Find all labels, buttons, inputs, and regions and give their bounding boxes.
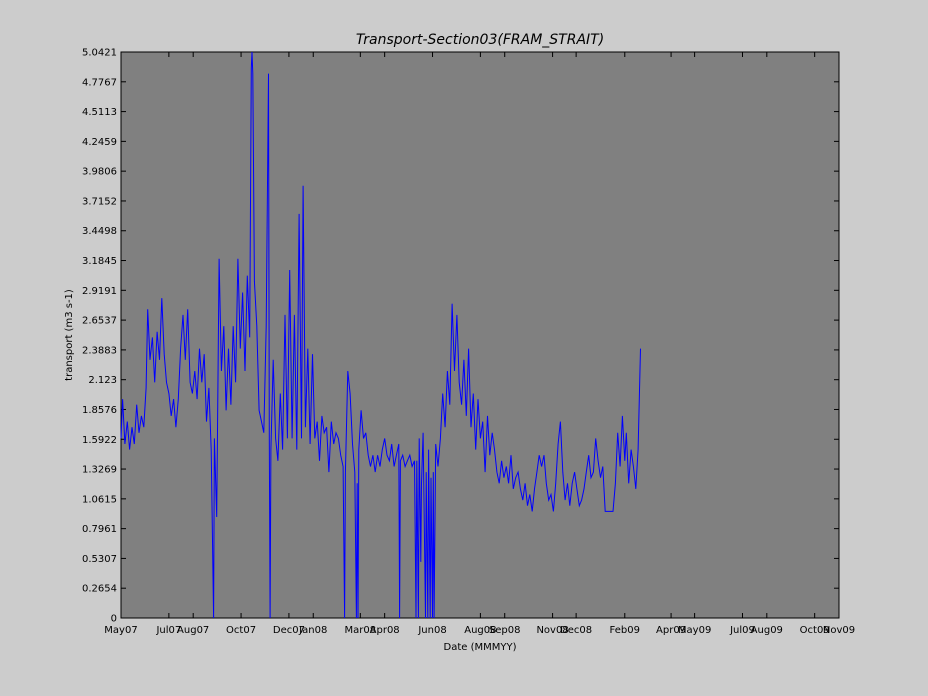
- y-tick-label: 0: [111, 614, 117, 625]
- x-tick-label: Jan08: [298, 625, 327, 636]
- x-tick-label: May09: [678, 625, 711, 636]
- y-tick-label: 2.3883: [82, 345, 117, 356]
- y-tick-label: 4.7767: [82, 77, 117, 88]
- x-axis-label: Date (MMMYY): [444, 642, 517, 653]
- series-line: [120, 51, 641, 619]
- x-tick-label: Oct09: [800, 625, 830, 636]
- y-tick-label: 3.4498: [82, 226, 117, 237]
- y-tick-label: 3.9806: [82, 167, 117, 178]
- x-tick-label: Apr09: [656, 625, 686, 636]
- x-tick-label: May07: [104, 625, 137, 636]
- y-tick-label: 0.2654: [82, 584, 117, 595]
- chart-title: Transport-Section03(FRAM_STRAIT): [356, 32, 604, 48]
- y-tick-label: 1.8576: [82, 405, 117, 416]
- x-tick-label: Jun08: [417, 625, 446, 636]
- x-tick-label: Oct07: [226, 625, 256, 636]
- x-tick-label: Aug08: [464, 625, 496, 636]
- y-tick-label: 0.5307: [82, 554, 117, 565]
- x-tick-label: Feb09: [610, 625, 640, 636]
- axis-tick-labels: 0 0.2654 0.5307 0.7961 1.0615 1.3269 1.5922 1.8…: [82, 48, 855, 637]
- y-tick-label: 1.5922: [82, 435, 117, 446]
- y-tick-label: 2.6537: [82, 316, 117, 327]
- x-tick-label: Aug09: [751, 625, 783, 636]
- y-tick-label: 0.7961: [82, 524, 117, 535]
- x-tick-label: Dec07: [273, 625, 305, 636]
- x-tick-label: Mar08: [345, 625, 377, 636]
- x-tick-label: Nov08: [536, 625, 568, 636]
- y-tick-label: 2.123: [88, 375, 117, 386]
- plot-area: [120, 51, 840, 619]
- y-tick-label: 3.7152: [82, 196, 117, 207]
- y-tick-label: 1.3269: [82, 465, 117, 476]
- axis-ticks: [120, 51, 840, 619]
- x-tick-label: Dec08: [560, 625, 592, 636]
- x-tick-label: Nov09: [823, 625, 855, 636]
- x-tick-label: Jul07: [155, 625, 181, 636]
- y-tick-label: 2.9191: [82, 286, 117, 297]
- y-tick-label: 4.5113: [82, 107, 117, 118]
- x-tick-label: Aug07: [177, 625, 209, 636]
- y-tick-label: 4.2459: [82, 137, 117, 148]
- y-tick-label: 1.0615: [82, 494, 117, 505]
- y-tick-label: 5.0421: [82, 48, 117, 59]
- y-axis-label: transport (m3 s-1): [64, 289, 75, 381]
- y-tick-label: 3.1845: [82, 256, 117, 267]
- x-tick-label: Apr08: [370, 625, 400, 636]
- x-tick-label: Sep08: [489, 625, 521, 636]
- x-tick-label: Jul09: [729, 625, 755, 636]
